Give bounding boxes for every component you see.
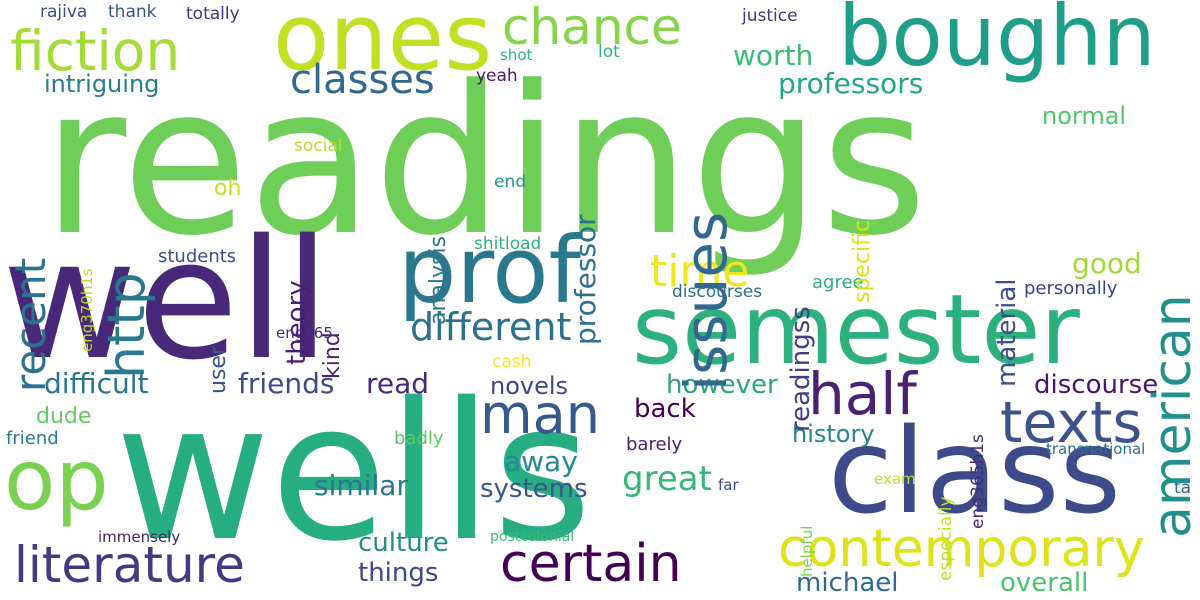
word-ones: ones: [273, 0, 493, 91]
word-professor: professor: [569, 214, 602, 345]
word-http: http: [97, 272, 157, 379]
word-readings: readings: [42, 43, 928, 281]
word-eng370h1s: eng370h1s: [78, 268, 96, 352]
word-kind: kind: [320, 332, 345, 379]
word-history: history: [792, 420, 875, 448]
word-helpful: helpful: [798, 525, 816, 577]
word-great: great: [622, 459, 712, 499]
word-personally: personally: [1024, 278, 1118, 299]
word-class: class: [828, 402, 1121, 540]
word-man: man: [480, 383, 600, 446]
word-intriguing: intriguing: [44, 70, 160, 98]
word-dude: dude: [36, 404, 92, 429]
word-worth: worth: [733, 39, 814, 72]
word-issues: issues: [672, 211, 740, 391]
word-eng365: eng365: [276, 324, 333, 342]
word-op: op: [4, 431, 109, 529]
word-rajiva: rajiva: [40, 2, 88, 22]
word-normal: normal: [1042, 102, 1127, 130]
word-texts: texts: [1000, 390, 1143, 456]
word-shot: shot: [500, 46, 533, 64]
word-however: however: [666, 370, 778, 400]
word-away: away: [504, 445, 578, 478]
word-friend: friend: [6, 428, 59, 449]
word-back: back: [634, 394, 696, 424]
word-discourse: discourse: [1034, 370, 1159, 400]
word-michael: michael: [796, 568, 899, 598]
word-literature: literature: [14, 536, 245, 594]
word-different: different: [410, 305, 572, 349]
word-lot: lot: [598, 42, 620, 62]
word-shitload: shitload: [474, 234, 542, 254]
word-contemporary: contemporary: [778, 519, 1145, 579]
word-chance: chance: [502, 0, 682, 56]
word-certain: certain: [500, 534, 682, 594]
word-overall: overall: [1000, 568, 1089, 598]
word-half: half: [808, 360, 917, 428]
word-novels: novels: [490, 372, 569, 400]
word-material: material: [992, 278, 1022, 387]
word-time: time: [650, 246, 750, 297]
word-wells: wells: [115, 362, 592, 583]
word-end: end: [494, 172, 527, 192]
word-exam: exam: [874, 470, 916, 488]
word-things: things: [358, 558, 439, 588]
word-well: well: [2, 204, 331, 396]
word-user: user: [206, 346, 231, 394]
word-culture: culture: [358, 528, 449, 558]
word-yeah: yeah: [476, 66, 518, 86]
word-ta: ta: [1174, 478, 1192, 498]
word-professors: professors: [778, 67, 924, 100]
word-classes: classes: [290, 57, 435, 103]
word-transnational: transnational: [1046, 440, 1146, 458]
word-friends: friends: [238, 367, 335, 400]
word-agree: agree: [812, 272, 864, 293]
word-specific: specific: [850, 219, 875, 303]
word-similar: similar: [314, 469, 408, 502]
word-readingss: readingss: [786, 306, 816, 432]
word-thank: thank: [108, 2, 157, 22]
word-postcolonial: postcolonial: [490, 529, 575, 545]
word-read: read: [366, 367, 430, 400]
word-oh: oh: [214, 176, 242, 201]
word-analysis: analysis: [426, 235, 451, 325]
word-american-v: american: [1143, 294, 1200, 538]
word-theory: theory: [282, 280, 312, 365]
word-recent: recent: [6, 257, 55, 392]
word-eng365h1s: eng365h1s: [968, 434, 988, 529]
word-immensely: immensely: [98, 528, 181, 546]
word-social: social: [294, 136, 343, 156]
word-justice: justice: [742, 6, 798, 26]
word-semester: semester: [632, 274, 1080, 386]
word-fiction: fiction: [10, 19, 181, 83]
word-discourses: discourses: [672, 282, 763, 302]
word-far: far: [718, 476, 739, 494]
word-difficult: difficult: [44, 367, 149, 400]
word-students: students: [158, 246, 237, 267]
word-boughn: boughn: [838, 0, 1156, 85]
word-systems: systems: [480, 474, 588, 504]
word-barely: barely: [626, 434, 683, 455]
word-cash: cash: [492, 352, 532, 372]
word-good: good: [1072, 247, 1142, 280]
word-especially: especially: [936, 496, 956, 581]
word-totally: totally: [186, 4, 240, 24]
word-prof: prof: [398, 217, 581, 324]
word-badly: badly: [394, 428, 444, 449]
